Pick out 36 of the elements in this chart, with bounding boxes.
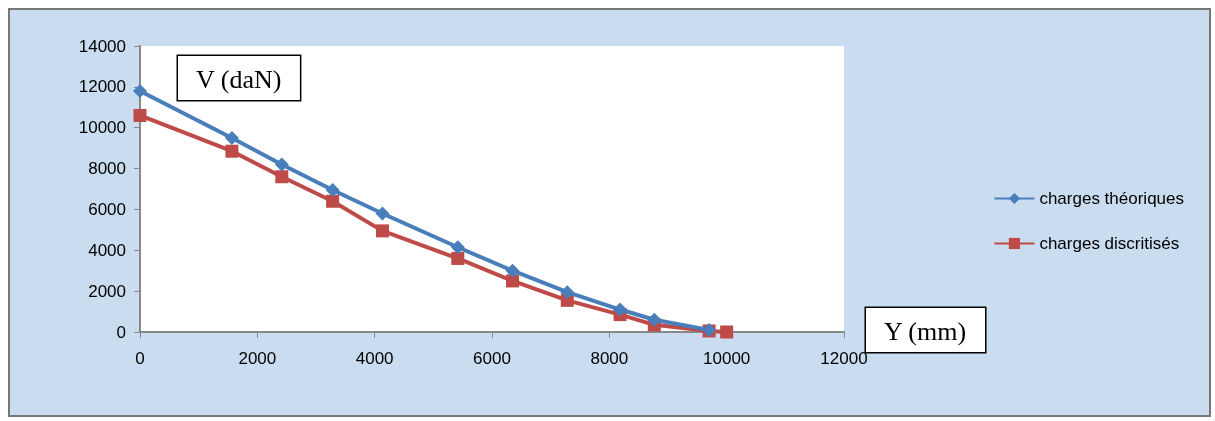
x-tick-label: 4000: [355, 349, 394, 368]
x-tick-label: 2000: [238, 349, 277, 368]
point: [505, 263, 520, 278]
x-tick-label: 6000: [473, 349, 511, 368]
y-tick-label: 2000: [88, 281, 126, 301]
point: [450, 240, 465, 255]
legend-label: charges théoriques: [1039, 189, 1184, 208]
x-axis-title: Y (mm): [884, 316, 967, 346]
y-tick-label: 0: [116, 322, 126, 342]
y-tick-label: 10000: [78, 118, 126, 138]
point: [560, 285, 575, 300]
y-tick-label: 6000: [88, 199, 126, 219]
legend-label: charges discritisés: [1039, 234, 1180, 253]
point: [375, 206, 390, 221]
point: [647, 312, 662, 327]
point: [274, 157, 289, 172]
x-tick-label: 0: [135, 349, 145, 368]
x-tick-label: 10000: [703, 349, 751, 368]
point: [451, 251, 465, 265]
y-tick-label: 14000: [78, 36, 126, 56]
point: [224, 130, 239, 145]
point: [133, 83, 147, 98]
point: [133, 108, 147, 122]
y-axis-title: V (daN): [196, 64, 282, 94]
point: [225, 144, 239, 158]
point: [613, 302, 628, 317]
point: [720, 325, 734, 339]
y-tick-label: 12000: [78, 77, 126, 97]
y-tick-label: 8000: [88, 159, 126, 179]
point: [326, 194, 340, 208]
point: [325, 183, 340, 198]
y-tick-label: 4000: [88, 240, 126, 260]
point: [375, 224, 389, 238]
x-tick-label: 12000: [820, 349, 868, 368]
point: [275, 170, 289, 184]
x-tick-label: 8000: [590, 349, 629, 368]
